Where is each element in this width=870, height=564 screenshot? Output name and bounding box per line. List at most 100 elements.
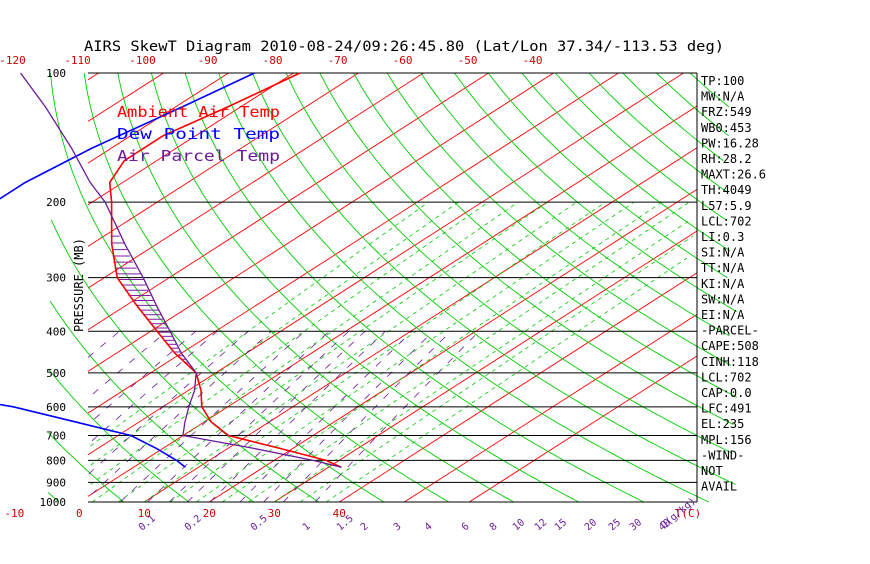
stats-entry: AVAIL [701, 480, 737, 494]
top-temp-tick-label: -50 [458, 54, 478, 67]
mixing-ratio-line [239, 331, 413, 503]
moist-adiabat [118, 201, 548, 503]
dry-adiabat [49, 72, 385, 503]
stats-entry: EL:235 [701, 417, 744, 431]
moist-adiabat [170, 201, 606, 503]
isotherm-line [87, 72, 424, 289]
moist-adiabat [196, 201, 635, 503]
isotherm-line [339, 272, 698, 503]
mixing-ratio-tick-label: 0.2 [183, 513, 204, 533]
dry-adiabat [47, 492, 60, 503]
dry-adiabat [117, 72, 515, 503]
top-temp-tick-label: -110 [64, 54, 91, 67]
pressure-tick-label: 300 [46, 272, 66, 285]
series-line-air-parcel-temp [19, 72, 342, 468]
mixing-ratio-line [87, 330, 120, 358]
y-axis-label: PRESSURE (MB) [72, 238, 86, 332]
dry-adiabat [555, 72, 727, 221]
moist-adiabat [90, 201, 429, 447]
mixing-ratio-tick-label: 20 [583, 517, 599, 533]
mixing-ratio-tick-label: 8 [488, 521, 500, 533]
dry-adiabat [420, 72, 730, 337]
mixing-ratio-tick-label: 3 [392, 521, 404, 533]
chart-title: AIRS SkewT Diagram 2010-08-24/09:26:45.8… [84, 39, 724, 55]
isotherm-line [87, 72, 99, 81]
stats-entry: -PARCEL- [701, 324, 759, 338]
dry-adiabat [48, 432, 125, 503]
isotherm-line [404, 313, 698, 503]
stats-entry: CAPE:508 [701, 339, 759, 353]
top-temp-tick-label: -60 [393, 54, 413, 67]
mixing-ratio-line [88, 330, 249, 475]
isobars: 100 200 300 400 500 600 700 800 900 1000 [40, 67, 698, 509]
stats-entry: TH:4049 [701, 183, 752, 197]
pressure-tick-label: 100 [46, 67, 66, 80]
stats-entry: FRZ:549 [701, 105, 752, 119]
isotherm-line [87, 72, 359, 247]
dry-adiabat [150, 72, 580, 503]
legend: Ambient Air Temp Dew Point Temp Air Parcel… [117, 103, 280, 165]
moist-adiabat [90, 201, 489, 485]
mixing-ratio-tick-label: 2 [359, 521, 371, 533]
bottom-temp-tick-label: -10 [4, 507, 24, 520]
dry-adiabat [184, 72, 645, 503]
pressure-tick-label: 1000 [40, 496, 67, 509]
stats-entry: LFC:491 [701, 402, 752, 416]
pressure-tick-label: 600 [46, 401, 66, 414]
mixing-ratio-line [314, 331, 480, 503]
isotherm-line [87, 105, 698, 497]
mixing-ratio-tick-label: 1 [301, 521, 313, 533]
isotherm-line [274, 230, 698, 503]
bottom-temp-tick-label: 10 [138, 507, 151, 520]
mixing-ratio-line [169, 331, 349, 503]
moist-adiabat [222, 201, 663, 503]
dry-adiabat [353, 72, 738, 398]
isotherm-line [469, 355, 698, 503]
bottom-temp-tick-label: 0 [76, 507, 83, 520]
stats-entry: PW:16.28 [701, 136, 759, 150]
stats-entry: EI:N/A [701, 308, 745, 322]
top-temp-tick-label: -90 [198, 54, 218, 67]
pressure-tick-label: 800 [46, 454, 66, 467]
pressure-tick-label: 900 [46, 476, 66, 489]
isotherm-line [87, 72, 684, 456]
dry-adiabat [588, 72, 729, 193]
mixing-ratio-tick-label: 0.5 [249, 513, 270, 533]
stats-entry: NOT [701, 464, 723, 478]
mixing-ratio-line [91, 330, 218, 442]
legend-item-dew-point-temp: Dew Point Temp [117, 125, 280, 143]
top-temp-tick-label: -40 [523, 54, 543, 67]
stats-entry: RH:28.2 [701, 152, 752, 166]
stats-entry: TT:N/A [701, 261, 745, 275]
stats-entry: -WIND- [701, 448, 744, 462]
dry-adiabat [218, 72, 709, 503]
bottom-axis-unit-label: T(C) [675, 507, 702, 520]
moist-adiabat [92, 201, 519, 503]
stats-entry: TP:100 [701, 74, 744, 88]
stats-entry: SW:N/A [701, 292, 745, 306]
mixing-ratio-tick-label: 6 [460, 521, 472, 533]
mixing-ratio-tick-label: 25 [607, 517, 623, 533]
dry-adiabat [656, 72, 729, 137]
isotherm-line [87, 72, 489, 331]
stats-entry: LCL:702 [701, 370, 752, 384]
dry-adiabat [386, 72, 731, 366]
pressure-tick-label: 200 [46, 196, 66, 209]
dry-adiabat [622, 72, 724, 161]
dry-adiabat [50, 219, 320, 503]
stats-entry: CINH:118 [701, 355, 759, 369]
dry-adiabat [48, 368, 190, 503]
mixing-ratio-tick-label: 30 [628, 517, 644, 533]
pressure-tick-label: 400 [46, 325, 66, 338]
bottom-temp-tick-label: 40 [333, 507, 346, 520]
pressure-tick-label: 500 [46, 367, 66, 380]
moist-adiabat [274, 219, 691, 503]
mixing-ratio-tick-label: 12 [533, 517, 549, 533]
stats-entry: MW:N/A [701, 90, 745, 104]
mixing-ratio-tick-label: 4 [423, 521, 435, 533]
series-line-dew-point-temp [0, 72, 255, 468]
top-temp-tick-label: -70 [328, 54, 348, 67]
stats-entry: KI:N/A [701, 277, 745, 291]
